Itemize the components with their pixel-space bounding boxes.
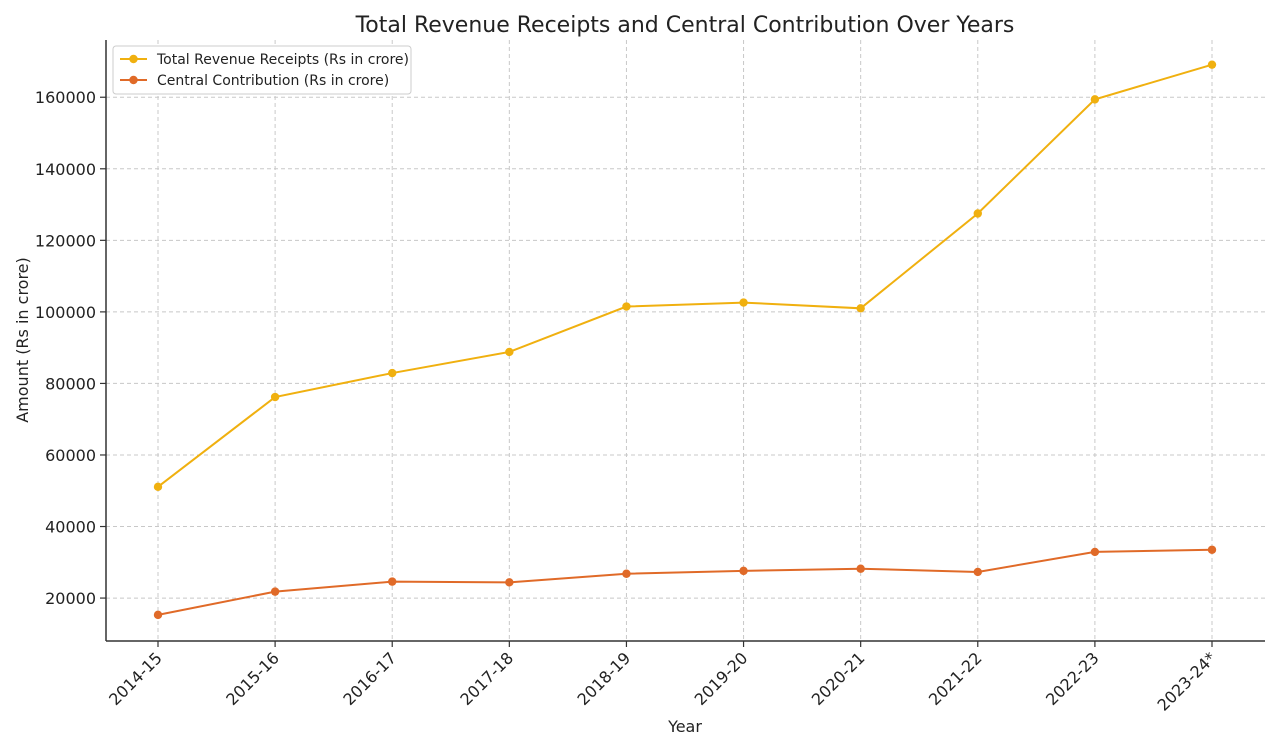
y-tick-label: 140000 — [35, 160, 96, 179]
y-tick-label: 120000 — [35, 231, 96, 250]
ticks: 2014-15 2015-16 2016-17 2017-18 2018-19 2019-… — [35, 88, 1220, 715]
x-tick-label: 2023-24* — [1153, 648, 1219, 714]
series — [153, 60, 1217, 620]
series-0-point — [270, 392, 280, 402]
legend-box — [112, 45, 412, 95]
x-tick-label: 2017-18 — [456, 648, 517, 709]
grid — [106, 40, 1265, 641]
y-tick-label: 20000 — [45, 589, 96, 608]
x-tick-label: 2015-16 — [222, 648, 283, 709]
series-1-point — [739, 566, 748, 576]
legend-label-0: Total Revenue Receipts (Rs in crore) — [156, 52, 409, 68]
y-tick-label: 100000 — [35, 303, 96, 322]
x-tick-label: 2021-22 — [925, 648, 986, 709]
y-axis-label: Amount (Rs in crore) — [13, 257, 32, 423]
chart-title: Total Revenue Receipts and Central Contr… — [355, 13, 1015, 38]
legend-marker-1 — [129, 75, 138, 85]
legend-marker-0 — [129, 54, 138, 64]
axes — [105, 40, 1265, 642]
x-tick-label: 2018-19 — [574, 648, 635, 709]
series-1-point — [270, 587, 280, 596]
series-0-point — [622, 302, 631, 311]
x-tick-label: 2019-20 — [691, 648, 752, 709]
series-0-point — [1207, 60, 1217, 69]
x-tick-label: 2014-15 — [105, 648, 166, 709]
y-tick-label: 40000 — [45, 518, 96, 537]
legend-label-1: Central Contribution (Rs in crore) — [157, 73, 389, 89]
x-axis-label: Year — [667, 717, 702, 736]
y-tick-label: 80000 — [45, 374, 96, 393]
series-1-point — [1207, 545, 1217, 554]
series-0-point — [1090, 95, 1100, 104]
series-1-point — [622, 569, 631, 578]
series-1-point — [856, 564, 865, 573]
series-line-1 — [157, 548, 1213, 616]
series-0-point — [153, 482, 163, 492]
y-tick-label: 160000 — [35, 88, 96, 107]
series-0-point — [973, 209, 982, 218]
series-1-point — [1090, 547, 1100, 557]
series-0-point — [739, 298, 748, 307]
x-tick-label: 2022-23 — [1042, 648, 1103, 709]
x-tick-label: 2016-17 — [339, 648, 400, 709]
legend: Total Revenue Receipts (Rs in crore) Cent… — [112, 45, 412, 95]
series-0-point — [856, 304, 865, 313]
series-1-point — [973, 567, 982, 577]
series-0-point — [505, 347, 514, 357]
series-1-point — [505, 578, 514, 587]
y-tick-label: 60000 — [45, 446, 96, 465]
series-1-point — [153, 610, 163, 620]
x-tick-label: 2020-21 — [808, 648, 869, 709]
series-0-point — [388, 368, 397, 378]
series-1-point — [388, 577, 397, 586]
series-line-0 — [157, 63, 1213, 488]
